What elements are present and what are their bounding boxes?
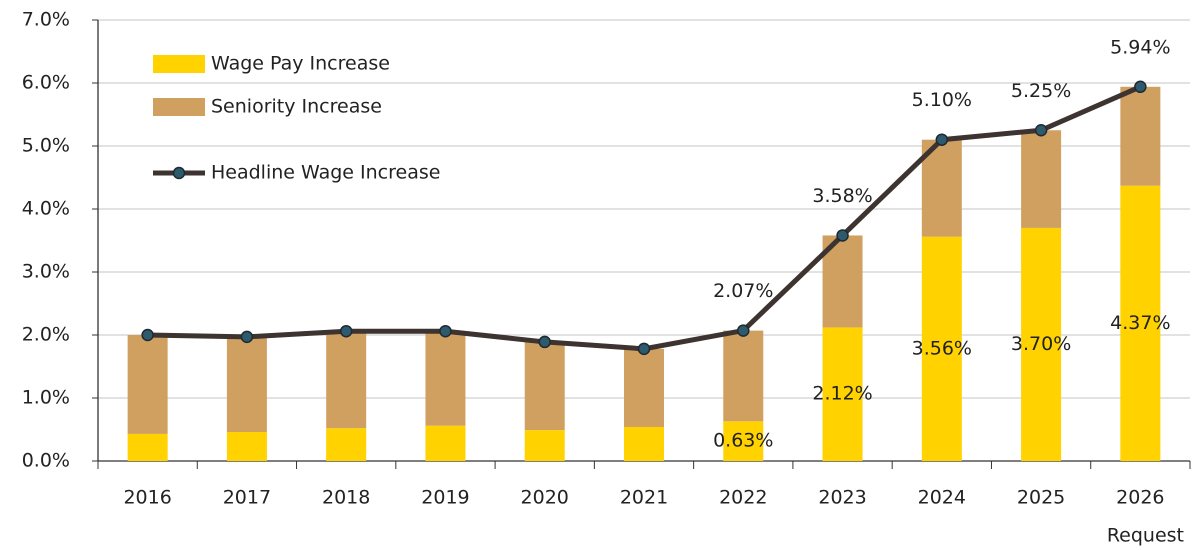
bar xyxy=(1120,185,1161,461)
line-marker xyxy=(1134,80,1147,94)
bar xyxy=(127,433,168,461)
line-marker xyxy=(637,342,651,356)
bar xyxy=(921,236,962,461)
line-marker xyxy=(836,229,849,242)
data-label: 3.70% xyxy=(1011,333,1071,355)
x-tick-label: 2022 xyxy=(719,487,767,509)
line xyxy=(147,84,1142,352)
legend-label: Seniority Increase xyxy=(211,96,382,118)
data-label: 2.12% xyxy=(812,383,872,405)
data-label: 0.63% xyxy=(713,430,773,452)
y-tick-label: 6.0% xyxy=(22,72,70,94)
data-label: 4.37% xyxy=(1110,312,1170,334)
bar xyxy=(723,421,764,461)
data-label: 2.07% xyxy=(713,280,773,302)
legend-label: Headline Wage Increase xyxy=(211,162,440,184)
y-tick-label: 2.0% xyxy=(22,324,70,346)
bar xyxy=(226,336,267,433)
bar xyxy=(1021,227,1062,461)
bar xyxy=(723,330,764,422)
bar xyxy=(524,341,565,431)
x-tick-label: 2020 xyxy=(521,487,569,509)
y-tick-label: 3.0% xyxy=(22,261,70,283)
y-tick-label: 4.0% xyxy=(22,198,70,220)
legend-swatch xyxy=(153,55,205,73)
data-label: 5.94% xyxy=(1110,36,1170,58)
x-tick-label: 2026 xyxy=(1116,487,1164,509)
y-tick-label: 1.0% xyxy=(22,387,70,409)
x-tick-label: 2024 xyxy=(918,487,966,509)
data-label: 3.56% xyxy=(912,337,972,359)
line-marker xyxy=(439,324,452,338)
line-marker xyxy=(141,328,154,342)
bar xyxy=(822,327,863,461)
bar xyxy=(1120,86,1161,186)
bar xyxy=(226,432,267,461)
x-tick-label: 2016 xyxy=(123,487,171,509)
y-tick-label: 7.0% xyxy=(22,9,70,31)
legend-swatch xyxy=(153,98,205,116)
bar xyxy=(624,348,664,427)
line-marker xyxy=(538,335,551,349)
bar xyxy=(425,331,466,426)
bar xyxy=(326,428,367,461)
line-marker xyxy=(1034,124,1048,137)
legend-marker xyxy=(172,166,186,180)
bar xyxy=(127,335,168,434)
bar xyxy=(624,426,664,461)
bar xyxy=(425,425,466,461)
bar xyxy=(326,331,367,429)
data-label: 3.58% xyxy=(812,185,872,207)
x-tick-label: 2019 xyxy=(421,487,469,509)
line-marker xyxy=(240,330,254,344)
line-marker xyxy=(737,324,750,337)
x-tick-label: 2017 xyxy=(223,487,271,509)
y-tick-label: 5.0% xyxy=(22,135,70,157)
legend-label: Wage Pay Increase xyxy=(211,53,390,75)
y-tick-label: 0.0% xyxy=(22,450,70,472)
bar xyxy=(524,430,565,461)
line-marker xyxy=(935,133,949,146)
bar xyxy=(1021,130,1062,228)
x-tick-label: 2021 xyxy=(620,487,668,509)
line-marker xyxy=(339,324,353,338)
data-label: 5.10% xyxy=(912,89,972,111)
annotation: Request xyxy=(1107,525,1184,547)
x-tick-label: 2018 xyxy=(322,487,370,509)
x-tick-label: 2025 xyxy=(1017,487,1065,509)
data-label: 5.25% xyxy=(1011,80,1071,102)
x-tick-label: 2023 xyxy=(818,487,866,509)
